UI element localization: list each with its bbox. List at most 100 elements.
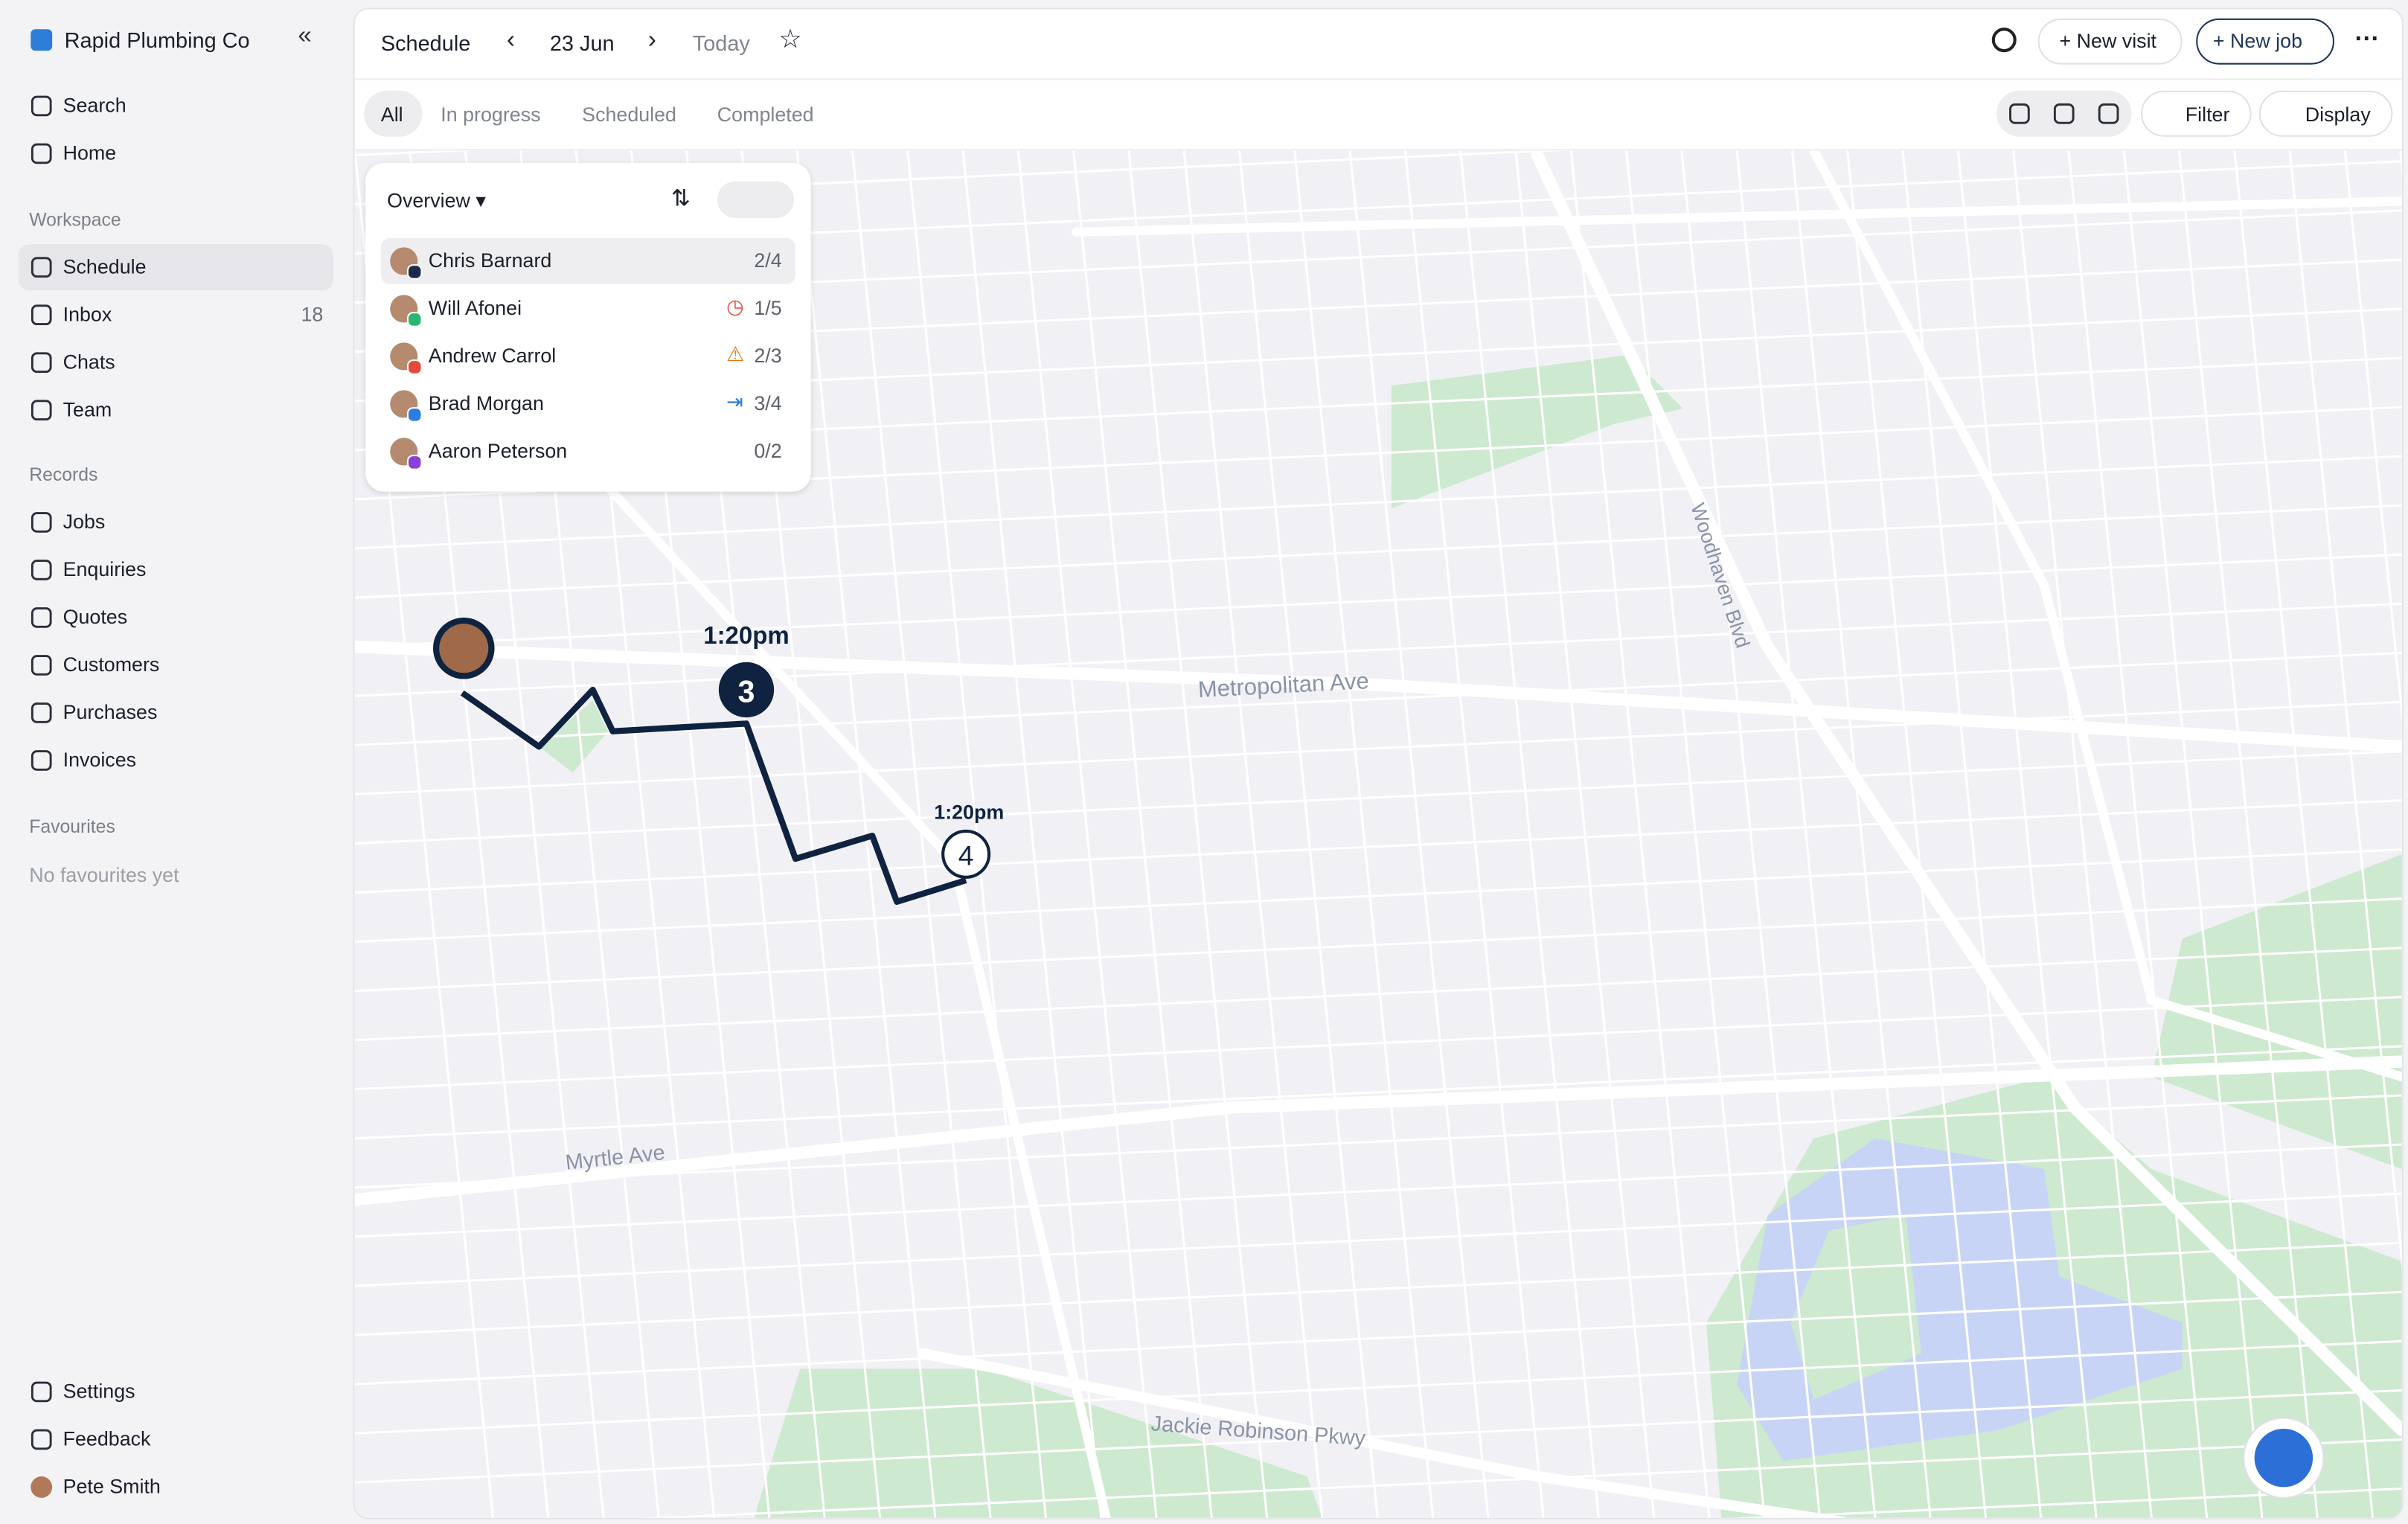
icon[interactable] xyxy=(29,141,54,166)
nav-item[interactable]: Home xyxy=(63,141,117,164)
person-name[interactable]: Andrew Carrol xyxy=(428,344,557,368)
person-name[interactable]: Aaron Peterson xyxy=(428,439,568,463)
person-name[interactable]: Brad Morgan xyxy=(428,391,544,415)
map-area xyxy=(539,700,609,773)
nav-item[interactable]: Invoices xyxy=(63,748,137,772)
icon[interactable] xyxy=(29,510,54,534)
icon[interactable] xyxy=(29,748,54,772)
street xyxy=(635,1438,2402,1518)
section-heading: Favourites xyxy=(29,816,115,838)
street xyxy=(354,897,2402,993)
tab[interactable]: All xyxy=(380,103,403,127)
nav-item[interactable]: Settings xyxy=(63,1379,135,1403)
nav-item[interactable]: Purchases xyxy=(63,700,158,724)
more-button[interactable]: ⋯ xyxy=(2354,26,2379,53)
icon[interactable] xyxy=(29,1380,54,1404)
street xyxy=(1459,150,1600,1518)
new-visit-button[interactable] xyxy=(2037,18,2183,65)
icon[interactable] xyxy=(29,557,54,582)
street xyxy=(1728,1487,2402,1518)
icon[interactable] xyxy=(29,605,54,630)
street xyxy=(1735,150,1877,1518)
street xyxy=(354,1143,2402,1238)
divider xyxy=(354,149,2402,151)
street xyxy=(1625,150,1766,1518)
street xyxy=(354,602,2402,697)
tab[interactable]: Completed xyxy=(717,103,814,127)
today-button[interactable]: Today xyxy=(692,31,750,56)
icon[interactable] xyxy=(29,94,54,118)
new-job-label[interactable]: + New job xyxy=(2212,29,2302,53)
nav-item[interactable]: Pete Smith xyxy=(63,1474,161,1498)
sort-button[interactable]: ⇅ xyxy=(670,185,691,212)
filter-label[interactable]: Filter xyxy=(2185,103,2230,127)
status-dot xyxy=(406,455,423,470)
nav-item[interactable]: Enquiries xyxy=(63,557,147,581)
icon[interactable] xyxy=(29,350,54,375)
progress: 0/2 xyxy=(754,439,782,463)
icon[interactable] xyxy=(29,653,54,677)
nav-item[interactable]: Team xyxy=(63,397,112,421)
street xyxy=(354,749,2402,845)
overview-panel: Overview ▾ ⇅ Chris Barnard 2/4 Will Afonei ◷ 1… xyxy=(365,162,811,492)
new-job-button[interactable] xyxy=(2196,18,2334,65)
street xyxy=(354,553,2402,648)
stop-marker xyxy=(941,829,991,879)
icon[interactable] xyxy=(2096,101,2121,126)
icon[interactable] xyxy=(29,398,54,423)
progress: 1/5 xyxy=(754,296,782,320)
street xyxy=(1348,150,1490,1518)
icon-shape xyxy=(31,95,52,117)
street xyxy=(1016,150,1158,1518)
collapse-button[interactable]: « xyxy=(298,22,312,50)
person-name[interactable]: Chris Barnard xyxy=(428,249,552,272)
icon[interactable] xyxy=(29,255,54,280)
street xyxy=(1680,150,1822,1518)
street xyxy=(354,1094,2402,1189)
road xyxy=(1809,150,2402,1082)
street xyxy=(2177,150,2319,1518)
nav-item[interactable]: Search xyxy=(63,93,127,117)
tab[interactable]: In progress xyxy=(441,103,541,127)
star-button[interactable]: ☆ xyxy=(778,25,802,54)
divider xyxy=(354,78,2402,80)
start-avatar xyxy=(439,624,489,673)
tab[interactable]: Scheduled xyxy=(582,103,677,127)
street xyxy=(2122,150,2264,1518)
prev-button[interactable]: ‹ xyxy=(507,28,516,54)
nav-item[interactable]: Chats xyxy=(63,350,115,374)
icon[interactable] xyxy=(29,303,54,327)
icon[interactable] xyxy=(2052,101,2076,126)
display-button[interactable] xyxy=(2258,90,2393,137)
nav-item[interactable]: Quotes xyxy=(63,605,128,629)
nav-item[interactable]: Feedback xyxy=(63,1427,151,1450)
view-toggle[interactable] xyxy=(1996,90,2132,137)
icon-shape xyxy=(2098,103,2119,124)
nav-item[interactable]: Schedule xyxy=(63,254,147,278)
icon-shape xyxy=(2009,103,2030,124)
next-button[interactable]: › xyxy=(647,28,656,54)
stop-marker xyxy=(718,662,775,718)
toggle[interactable] xyxy=(717,181,794,219)
street xyxy=(354,799,2402,894)
overview-title[interactable]: Overview ▾ xyxy=(387,188,486,212)
icon[interactable] xyxy=(29,1427,54,1452)
nav-item[interactable]: Customers xyxy=(63,653,160,676)
search-button[interactable] xyxy=(1991,28,2017,53)
status-icon: ⇥ xyxy=(726,390,743,414)
icon[interactable] xyxy=(29,700,54,725)
person-name[interactable]: Will Afonei xyxy=(428,296,522,320)
display-label[interactable]: Display xyxy=(2305,103,2371,127)
filter-button[interactable] xyxy=(2140,90,2252,137)
street xyxy=(2288,150,2402,1272)
nav-item[interactable]: Jobs xyxy=(63,510,106,534)
road xyxy=(354,1055,2402,1206)
icon[interactable] xyxy=(2007,101,2031,126)
new-visit-label[interactable]: + New visit xyxy=(2059,29,2157,53)
street xyxy=(795,150,937,1518)
stop-number: 4 xyxy=(958,839,974,871)
status-icon: ◷ xyxy=(726,295,744,318)
map-area xyxy=(1790,1215,1921,1400)
nav-item[interactable]: Inbox xyxy=(63,302,112,326)
